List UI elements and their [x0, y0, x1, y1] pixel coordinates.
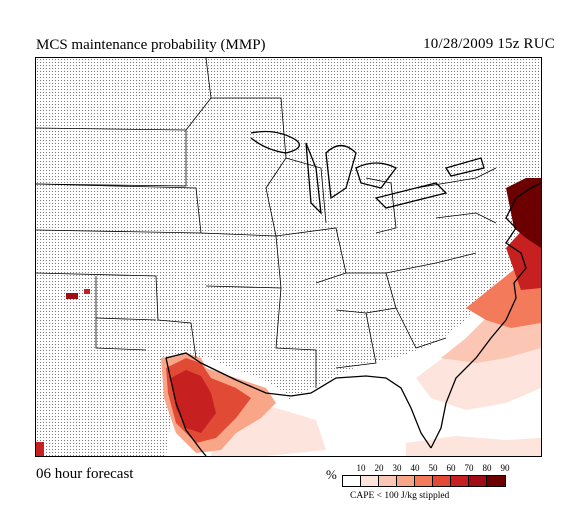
map-panel	[35, 57, 542, 457]
run-info: 10/28/2009 15z RUC	[423, 36, 555, 52]
prob-area-texas-70	[171, 370, 216, 433]
legend-swatch	[451, 476, 469, 486]
prob-area-newmexico	[66, 293, 78, 299]
legend-tick: 40	[410, 463, 420, 473]
legend-swatch	[469, 476, 487, 486]
forecast-label: 06 hour forecast	[36, 466, 134, 482]
legend-swatch	[343, 476, 361, 486]
legend-tick: 90	[500, 463, 510, 473]
legend-tick: 20	[374, 463, 384, 473]
prob-area-south-light	[406, 436, 541, 456]
legend-tick: 80	[482, 463, 492, 473]
legend: % 10 20 30 40 50 60 70 80 90 CAPE < 100 …	[320, 459, 540, 529]
stipple-note: CAPE < 100 J/kg stippled	[350, 491, 450, 501]
legend-colorbar	[342, 475, 506, 487]
legend-swatch	[433, 476, 451, 486]
legend-swatch	[361, 476, 379, 486]
legend-tick: 60	[446, 463, 456, 473]
legend-tick: 10	[356, 463, 366, 473]
legend-tick: 50	[428, 463, 438, 473]
prob-area-newengland-90	[506, 178, 541, 248]
coastlines	[165, 130, 541, 456]
prob-area-newmexico-b	[84, 289, 90, 294]
map-title: MCS maintenance probability (MMP)	[36, 37, 266, 53]
prob-area-mexico-edge	[36, 442, 44, 456]
legend-swatch	[397, 476, 415, 486]
map-canvas	[36, 58, 541, 456]
legend-tick: 70	[464, 463, 474, 473]
legend-swatch	[415, 476, 433, 486]
state-boundaries	[36, 58, 497, 388]
legend-swatch	[487, 476, 505, 486]
legend-unit: %	[326, 467, 337, 482]
legend-tick: 30	[392, 463, 402, 473]
legend-swatch	[379, 476, 397, 486]
